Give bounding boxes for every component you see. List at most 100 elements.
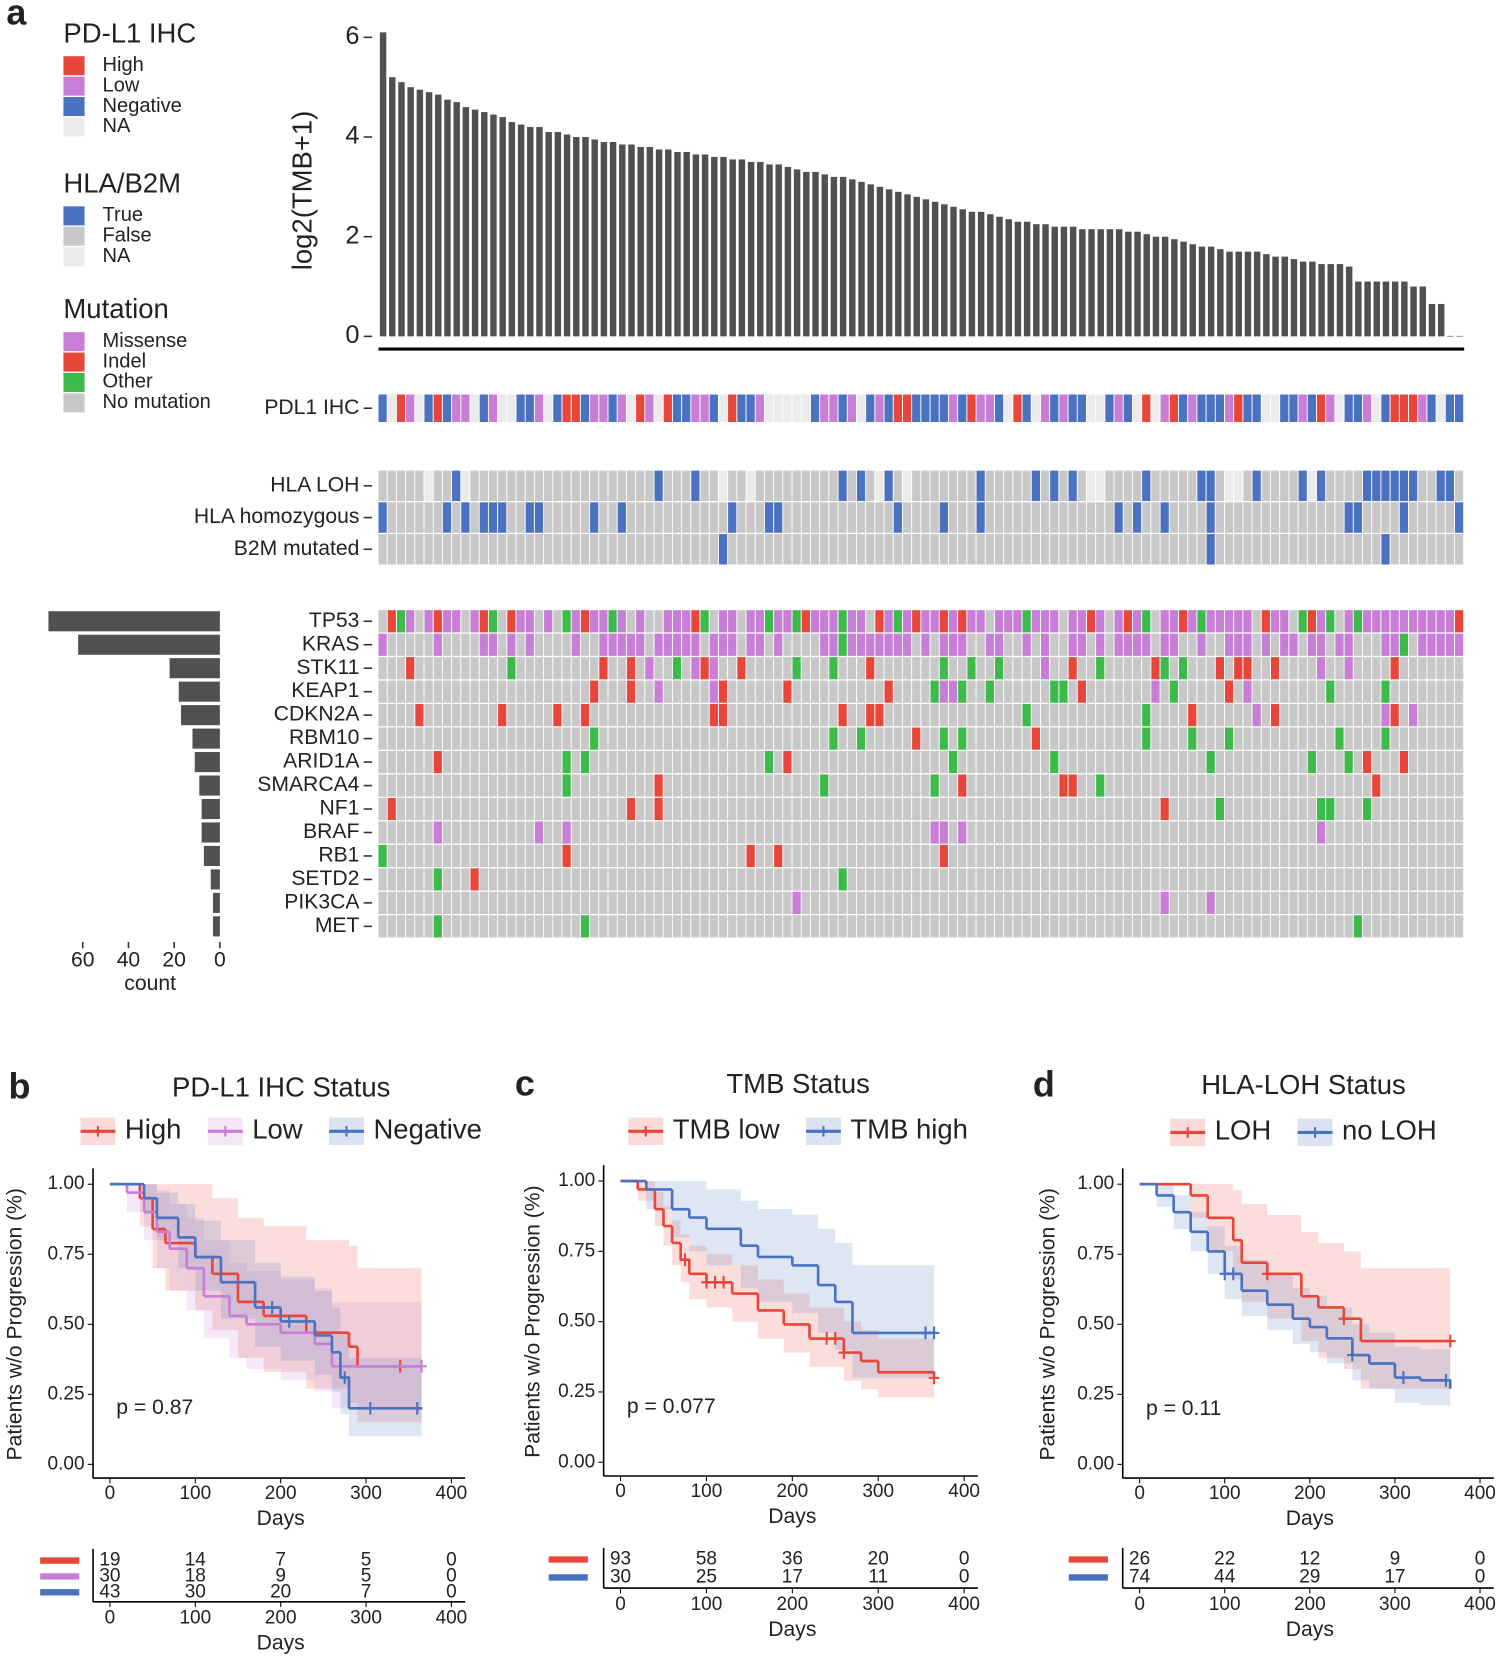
x-tick-label: 300 [862,1481,894,1502]
track-cell [1188,534,1197,565]
track-cell [378,534,387,565]
track-cell [544,727,553,750]
track-cell [1316,633,1326,656]
track-cell [1031,844,1040,868]
track-cell [838,868,847,891]
track-cell [479,750,488,774]
track-cell [1031,750,1040,774]
tmb-bar [435,94,442,337]
track-cell [1234,394,1243,422]
track-cell [1445,534,1455,565]
track-cell [562,915,571,938]
track-cell [1326,633,1335,656]
track-cell [1096,915,1105,938]
track-cell [1086,680,1096,703]
track-cell [1362,750,1372,774]
track-cell [921,610,930,633]
track-cell [1298,470,1307,502]
tmb-bar [490,114,497,337]
confidence-band [314,1287,332,1392]
track-cell [599,502,608,533]
track-cell [829,534,838,565]
track-cell [470,394,479,422]
track-cell [774,502,783,533]
track-cell [378,704,387,727]
tmb-bar [922,199,930,337]
track-cell [479,610,488,633]
track-cell [516,821,525,844]
track-cell [746,750,755,774]
track-cell [1077,534,1086,565]
track-cell [1436,750,1445,774]
track-cell [672,868,682,891]
track-cell [875,704,884,727]
track-cell [1022,868,1031,891]
track-cell [958,470,967,502]
y-axis-label: Patients w/o Progression (%) [521,1185,544,1457]
y-tick-label: 2 [345,221,359,249]
legend-swatch [63,56,85,76]
track-cell [1151,727,1160,750]
track-cell [1261,534,1271,565]
track-cell [810,704,820,727]
track-cell [682,868,691,891]
track-cell [764,534,774,565]
track-cell [1427,727,1436,750]
risk-count: 0 [446,1581,457,1602]
track-cell [1096,470,1105,502]
track-cell [810,610,820,633]
risk-count: 7 [361,1581,372,1602]
tmb-bar [1217,249,1224,337]
track-cell [1298,774,1307,797]
track-cell [1224,704,1234,727]
track-cell [1077,821,1086,844]
track-cell [1436,915,1445,938]
track-cell [1077,774,1086,797]
track-cell [1454,750,1464,774]
track-cell [1261,394,1271,422]
track-cell [488,774,498,797]
track-cell [801,534,810,565]
track-cell [1252,633,1261,656]
track-cell [856,470,866,502]
track-cell [1224,750,1234,774]
track-cell [571,727,580,750]
track-cell [470,915,479,938]
track-cell [709,610,718,633]
track-cell [1344,915,1353,938]
track-cell [1151,394,1160,422]
track-cell [663,915,672,938]
track-cell [1224,680,1234,703]
track-cell [534,797,544,821]
track-cell [893,797,902,821]
count-bar [213,892,220,913]
track-cell [893,727,902,750]
legend-swatch [63,226,85,246]
track-cell [930,797,939,821]
y-tick-label: 1.00 [558,1170,595,1191]
track-cell [645,704,654,727]
track-cell [755,868,764,891]
track-cell [801,502,810,533]
track-cell [1399,534,1409,565]
track-cell [1270,657,1280,680]
track-cell [516,610,525,633]
count-bar [201,822,220,843]
track-cell [994,394,1004,422]
track-cell [829,797,838,821]
track-cell [1326,750,1335,774]
track-cell [1178,657,1188,680]
track-cell [1050,868,1059,891]
track-cell [1031,394,1040,422]
track-cell [1289,534,1298,565]
track-cell [1454,633,1464,656]
track-cell [1197,797,1206,821]
legend-key-plus [1182,1127,1193,1138]
track-cell [645,844,654,868]
track-cell [1335,657,1344,680]
track-cell [663,502,672,533]
track-cell [626,774,636,797]
track-cell [636,821,645,844]
track-cell [1418,868,1427,891]
track-cell [884,821,893,844]
